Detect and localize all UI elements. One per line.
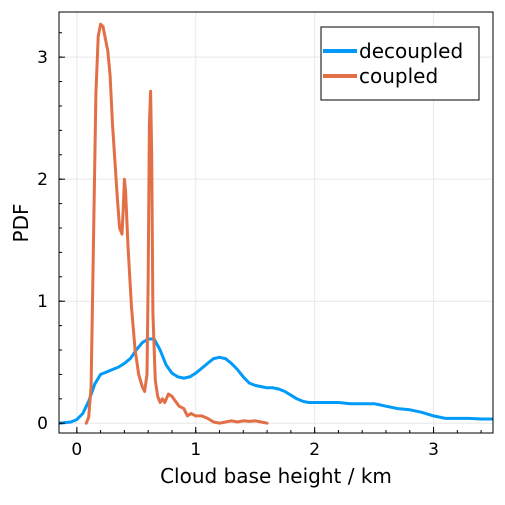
legend-box [320, 26, 480, 101]
series-lines [59, 22, 493, 425]
axis-ticks: 0 1 2 3 0 1 2 3 [37, 32, 482, 460]
y-tick-label: 0 [37, 414, 48, 434]
series-line-coupled [84, 22, 269, 425]
x-axis-label: Cloud base height / km [160, 464, 392, 488]
y-tick-label: 1 [37, 292, 48, 312]
y-tick-label: 2 [37, 170, 48, 190]
series-line-decoupled [59, 337, 493, 425]
y-axis-label: PDF [9, 204, 33, 243]
x-tick-label: 3 [428, 440, 439, 460]
x-tick-label: 2 [309, 440, 320, 460]
legend: decoupled coupled [320, 26, 480, 101]
legend-label-decoupled: decoupled [359, 39, 463, 63]
x-tick-label: 1 [190, 440, 201, 460]
legend-label-coupled: coupled [359, 64, 438, 88]
x-tick-label: 0 [71, 440, 82, 460]
plot-frame [58, 11, 494, 434]
y-tick-label: 3 [37, 48, 48, 68]
